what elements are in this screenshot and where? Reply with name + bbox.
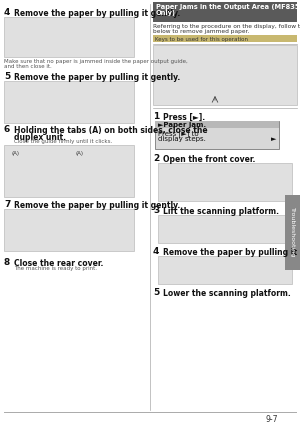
Bar bbox=[158, 256, 292, 284]
Text: and then close it.: and then close it. bbox=[4, 64, 52, 69]
Text: Remove the paper by pulling it gently.: Remove the paper by pulling it gently. bbox=[163, 248, 300, 257]
Text: Press [►] to: Press [►] to bbox=[158, 130, 199, 137]
Text: 4: 4 bbox=[153, 247, 159, 256]
Bar bbox=[285, 195, 300, 270]
Text: 7: 7 bbox=[4, 200, 11, 209]
Text: 3: 3 bbox=[153, 206, 159, 215]
Text: (A): (A) bbox=[12, 151, 20, 156]
Text: Only): Only) bbox=[156, 10, 176, 16]
Text: Keys to be used for this operation: Keys to be used for this operation bbox=[155, 36, 248, 42]
Bar bbox=[4, 81, 134, 123]
Bar bbox=[158, 215, 292, 243]
Text: 5: 5 bbox=[153, 288, 159, 297]
Text: 1: 1 bbox=[153, 112, 159, 121]
Text: 2: 2 bbox=[153, 154, 159, 163]
Text: duplex unit.: duplex unit. bbox=[14, 132, 66, 142]
Text: 5: 5 bbox=[4, 72, 10, 81]
Text: Open the front cover.: Open the front cover. bbox=[163, 155, 255, 164]
Text: Remove the paper by pulling it gently.: Remove the paper by pulling it gently. bbox=[14, 201, 180, 210]
Bar bbox=[153, 45, 297, 105]
Text: Close the guide firmly until it clicks.: Close the guide firmly until it clicks. bbox=[14, 139, 112, 144]
Text: Lift the scanning platform.: Lift the scanning platform. bbox=[163, 207, 279, 216]
Text: Paper Jams in the Output Area (MF8350Cdn: Paper Jams in the Output Area (MF8350Cdn bbox=[156, 4, 300, 10]
Text: Remove the paper by pulling it gently.: Remove the paper by pulling it gently. bbox=[14, 73, 180, 82]
Text: Holding the tabs (A) on both sides, close the: Holding the tabs (A) on both sides, clos… bbox=[14, 126, 208, 135]
Text: 8: 8 bbox=[4, 258, 10, 267]
Bar bbox=[4, 209, 134, 251]
Text: display steps.: display steps. bbox=[158, 136, 206, 142]
Text: below to remove jammed paper.: below to remove jammed paper. bbox=[153, 29, 249, 34]
Bar bbox=[4, 145, 134, 197]
Bar bbox=[153, 2, 297, 22]
Bar bbox=[158, 163, 292, 201]
Text: 4: 4 bbox=[4, 8, 11, 17]
Text: Close the rear cover.: Close the rear cover. bbox=[14, 259, 103, 268]
Text: Remove the paper by pulling it gently.: Remove the paper by pulling it gently. bbox=[14, 9, 180, 18]
Text: ►: ► bbox=[271, 136, 276, 142]
Text: 9-7: 9-7 bbox=[265, 415, 278, 424]
Text: Referring to the procedure on the display, follow the steps: Referring to the procedure on the displa… bbox=[153, 24, 300, 29]
Text: Lower the scanning platform.: Lower the scanning platform. bbox=[163, 289, 291, 298]
Text: Press [►].: Press [►]. bbox=[163, 113, 205, 122]
Bar bbox=[155, 121, 279, 128]
Text: 6: 6 bbox=[4, 125, 10, 134]
Bar bbox=[4, 17, 134, 57]
Text: (A): (A) bbox=[76, 151, 84, 156]
Text: Troubleshooting: Troubleshooting bbox=[290, 207, 295, 258]
Bar bbox=[153, 35, 297, 42]
Text: ►Paper jam.: ►Paper jam. bbox=[158, 122, 206, 128]
Bar bbox=[155, 121, 279, 149]
Text: The machine is ready to print.: The machine is ready to print. bbox=[14, 266, 97, 271]
Text: Make sure that no paper is jammed inside the paper output guide,: Make sure that no paper is jammed inside… bbox=[4, 59, 188, 64]
